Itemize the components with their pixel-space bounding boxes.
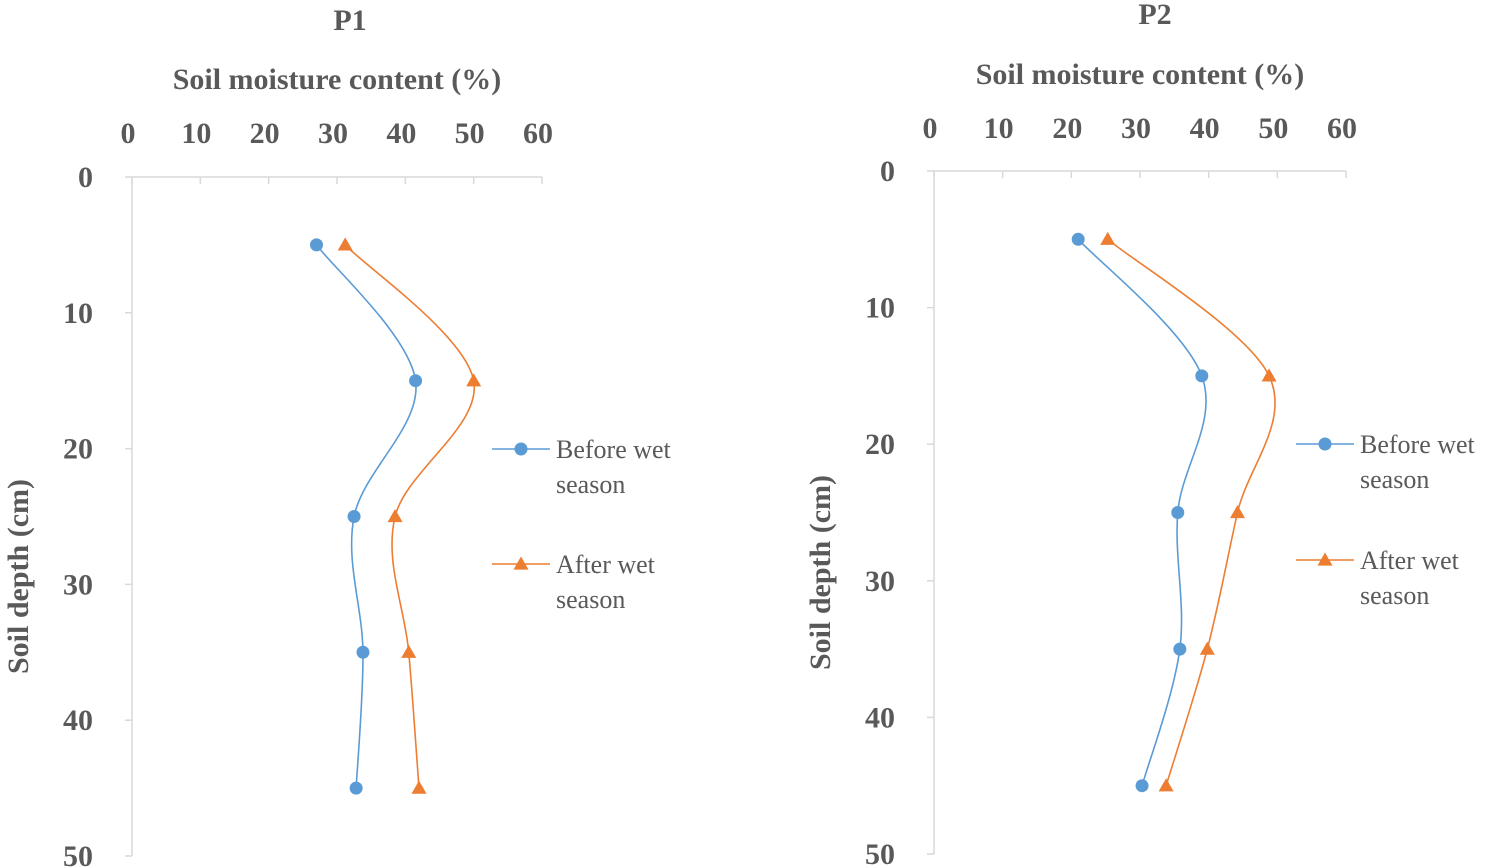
x-axis-title: Soil moisture content (%)	[976, 58, 1305, 91]
x-tick-label: 40	[386, 117, 416, 150]
y-tick-label: 10	[63, 297, 93, 330]
x-tick-label: 20	[250, 117, 280, 150]
data-point-circle	[1135, 779, 1149, 793]
y-tick-label: 30	[865, 565, 895, 598]
y-tick-label: 20	[865, 428, 895, 461]
data-point-triangle	[466, 373, 482, 387]
chart-panel-p2: P2 Soil moisture content (%) Soil depth (c…	[804, 0, 1476, 868]
y-tick-label: 50	[63, 840, 93, 868]
legend-marker-circle	[1318, 437, 1332, 451]
x-tick-label: 20	[1052, 112, 1082, 145]
legend-marker-circle	[514, 442, 528, 456]
x-tick-label: 40	[1190, 112, 1220, 145]
x-tick-label: 30	[318, 117, 348, 150]
data-point-triangle	[1199, 641, 1215, 655]
data-point-triangle	[401, 644, 417, 658]
data-point-triangle	[1230, 505, 1246, 519]
data-point-circle	[310, 238, 323, 252]
data-point-circle	[409, 374, 423, 388]
chart-panel-p1: P1 Soil moisture content (%) Soil depth (c…	[2, 4, 672, 868]
y-tick-label: 40	[63, 704, 93, 737]
y-tick-label: 20	[63, 433, 93, 466]
y-axis-title: Soil depth (cm)	[804, 475, 837, 670]
data-point-triangle	[1100, 231, 1116, 245]
x-tick-label: 10	[181, 117, 211, 150]
y-tick-label: 50	[865, 838, 895, 868]
data-point-circle	[1171, 506, 1185, 519]
legend-label: Before wet season	[1360, 430, 1476, 494]
y-tick-label: 10	[865, 292, 895, 325]
data-point-triangle	[387, 509, 403, 523]
legend-label: After wet season	[1360, 546, 1460, 610]
data-point-circle	[1195, 369, 1209, 383]
legend-label: Before wet season	[556, 435, 672, 499]
x-tick-label: 10	[984, 112, 1014, 145]
data-point-triangle	[1158, 778, 1174, 792]
series-line-after	[1107, 238, 1276, 786]
series-line-before	[1077, 238, 1207, 786]
data-point-triangle	[337, 237, 353, 251]
x-axis-title: Soil moisture content (%)	[173, 63, 502, 96]
legend-label: After wet season	[556, 550, 656, 614]
x-tick-label: 50	[1258, 112, 1288, 145]
y-tick-label: 30	[63, 568, 93, 601]
y-axis-title: Soil depth (cm)	[2, 479, 35, 674]
chart-title: P1	[333, 4, 366, 37]
data-point-circle	[1173, 642, 1187, 656]
data-point-circle	[1071, 232, 1085, 246]
series-line-before	[315, 244, 417, 789]
y-tick-label: 0	[78, 161, 93, 194]
data-point-circle	[349, 781, 363, 795]
x-tick-label: 30	[1121, 112, 1151, 145]
series-line-after	[344, 244, 476, 789]
x-tick-label: 50	[455, 117, 485, 150]
data-point-triangle	[1261, 368, 1277, 382]
data-point-circle	[347, 510, 361, 523]
y-tick-label: 0	[880, 155, 895, 188]
y-tick-label: 40	[865, 701, 895, 734]
x-tick-label: 60	[1327, 112, 1357, 145]
x-tick-label: 60	[523, 117, 553, 150]
x-tick-label: 0	[121, 117, 136, 150]
x-tick-label: 0	[923, 112, 938, 145]
data-point-triangle	[411, 780, 427, 794]
legend-marker-triangle	[1317, 552, 1333, 566]
data-point-circle	[356, 645, 370, 659]
legend-marker-triangle	[513, 556, 529, 570]
chart-title: P2	[1138, 0, 1171, 31]
